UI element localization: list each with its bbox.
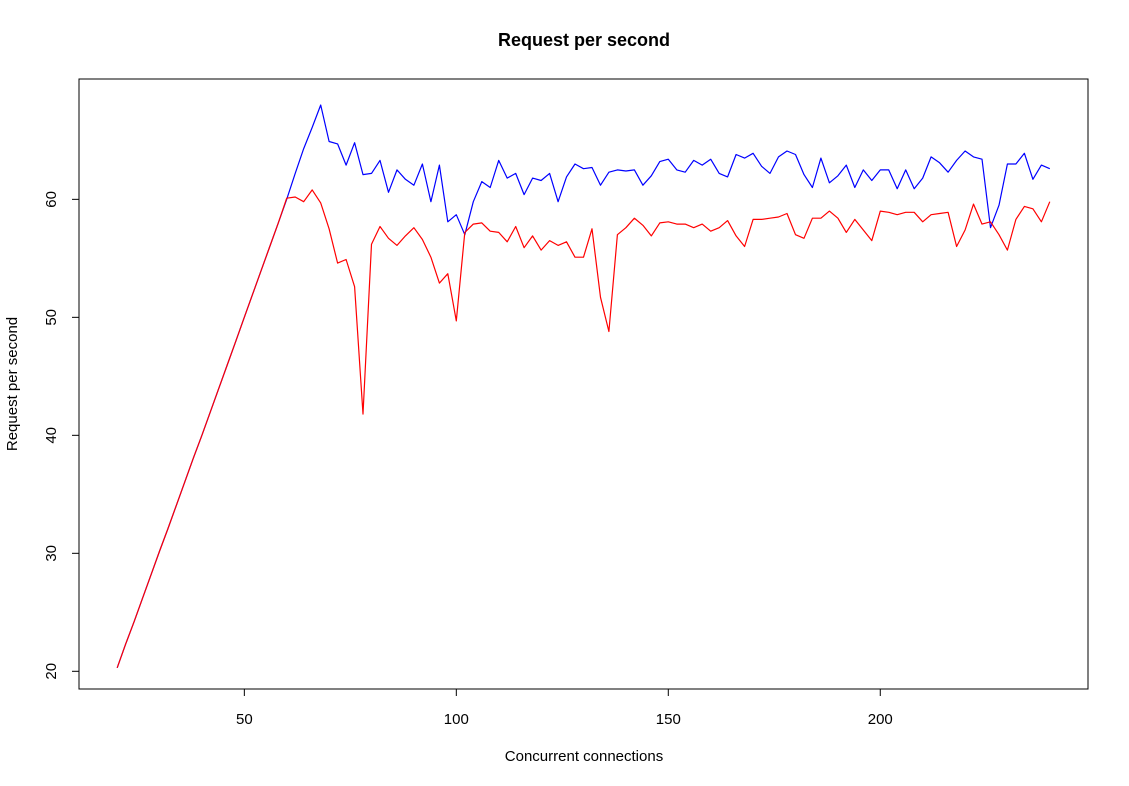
y-tick-label: 40 <box>43 427 60 444</box>
x-tick-label: 50 <box>236 711 253 728</box>
y-tick-label: 30 <box>43 545 60 562</box>
y-tick-label: 50 <box>43 309 60 326</box>
x-tick-label: 150 <box>656 711 681 728</box>
x-axis: 50 100 150 200 <box>236 688 893 728</box>
y-tick-label: 60 <box>43 191 60 208</box>
x-tick-label: 100 <box>444 711 469 728</box>
chart-title: Request per second <box>498 30 670 50</box>
y-tick-label: 20 <box>43 663 60 680</box>
series-line-2 <box>116 189 1051 669</box>
y-axis: 20 30 40 50 60 <box>43 191 80 680</box>
y-axis-label: Request per second <box>4 317 21 451</box>
series-layer <box>116 104 1051 669</box>
x-axis-label: Concurrent connections <box>505 748 663 765</box>
x-tick-label: 200 <box>868 711 893 728</box>
